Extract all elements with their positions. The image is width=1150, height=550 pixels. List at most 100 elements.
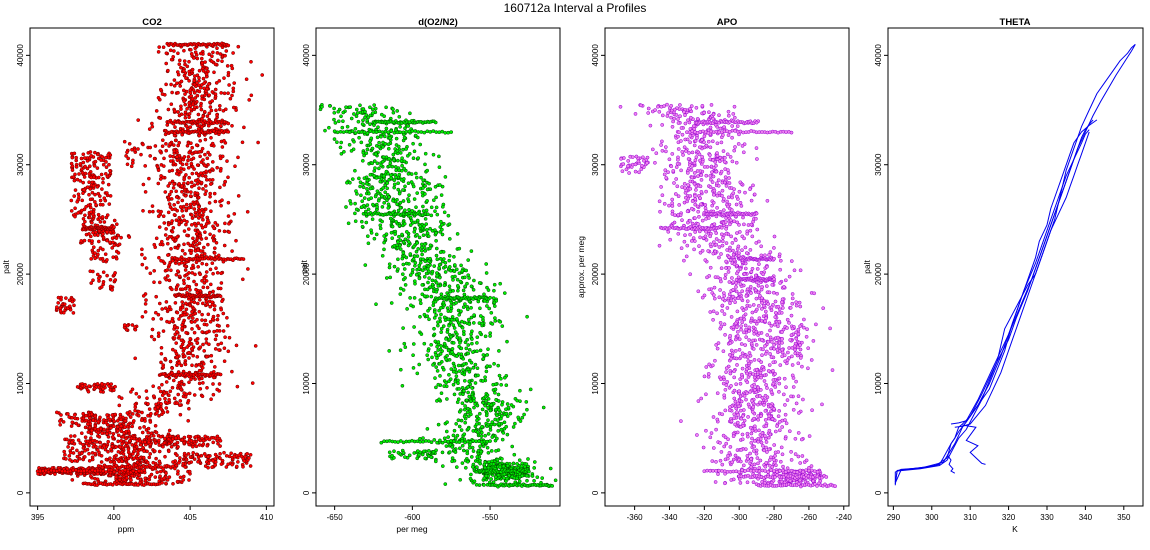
data-point [451,278,455,282]
data-point [478,461,483,466]
data-point [437,275,442,280]
data-point [187,112,192,116]
data-point [166,184,171,188]
data-point [135,460,140,465]
data-point [226,175,230,180]
data-point [501,431,506,435]
data-point [66,412,70,416]
data-point [201,361,206,366]
data-point [382,173,386,178]
data-point [398,205,403,210]
data-point [152,337,157,342]
data-point [152,156,157,161]
data-point [179,104,183,109]
data-point [409,180,414,184]
data-point [201,217,205,222]
data-point [460,401,465,406]
data-point [440,129,445,134]
data-point [488,428,493,432]
data-point [226,121,231,126]
data-point [209,209,213,214]
data-point [350,129,355,134]
x-tick-label: 400 [107,513,121,522]
data-point [439,326,444,331]
data-point [368,172,373,177]
data-point [393,165,398,169]
data-point [462,372,467,377]
data-point [134,454,139,459]
data-point [99,285,104,289]
data-point [209,359,214,364]
data-point [70,155,75,160]
data-point [186,418,191,423]
data-point [375,205,379,209]
data-point [82,455,87,459]
data-point [447,450,452,454]
data-point [196,221,201,226]
data-point [201,442,206,446]
data-point [416,130,421,134]
data-point [71,311,76,315]
data-point [179,363,184,368]
data-point [194,243,199,247]
data-point [438,183,442,187]
data-point [75,177,80,182]
data-point [404,147,408,151]
data-point [190,213,194,217]
data-point [484,413,489,418]
data-point [140,430,145,435]
data-point [483,394,488,399]
data-point [72,434,77,438]
data-point [495,413,499,418]
data-point [213,463,218,467]
data-point [447,357,452,362]
data-point [98,257,103,261]
data-point [253,344,258,348]
data-point [192,78,197,83]
data-point [160,382,164,387]
data-point [517,479,522,484]
data-point [93,426,98,431]
data-point [502,472,507,477]
data-point [115,428,120,433]
data-point [56,301,61,305]
data-point [443,482,448,486]
data-point [168,48,173,53]
data-point [136,413,141,418]
data-point [478,314,483,318]
data-point [363,115,367,120]
data-point [403,455,407,459]
data-point [171,378,176,383]
data-point [168,154,173,158]
data-point [205,385,209,390]
data-point [203,174,208,179]
data-point [418,314,422,319]
data-point [456,378,460,383]
data-point [215,387,220,392]
data-point [220,145,225,149]
data-point [462,275,467,280]
data-point [213,199,218,204]
data-point [217,103,222,108]
data-point [423,151,428,156]
data-point [156,50,161,54]
data-point [160,144,165,149]
data-point [101,162,106,167]
data-point [169,82,173,87]
data-point [201,342,205,347]
data-point [477,281,482,285]
data-point [449,304,454,308]
data-point [192,207,197,211]
data-point [379,134,383,139]
data-point [163,436,167,441]
data-point [443,175,448,179]
data-point [196,437,201,442]
data-point [187,101,192,106]
data-point [80,170,85,175]
data-point [153,423,158,428]
data-point [524,473,529,478]
data-point [442,283,447,288]
data-point [169,246,173,251]
data-point [187,356,191,360]
data-point [469,360,474,365]
